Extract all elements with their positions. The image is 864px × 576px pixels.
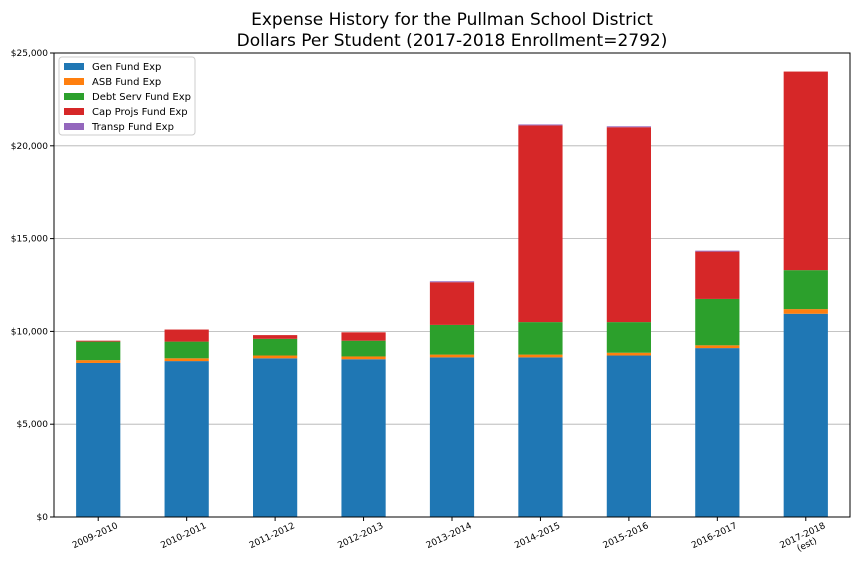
legend: Gen Fund Exp ASB Fund Exp Debt Serv Fund E… — [58, 56, 196, 136]
bar-segment — [518, 322, 563, 355]
bar-segment — [783, 313, 828, 517]
legend-label: Gen Fund Exp — [92, 62, 161, 73]
legend-label: Transp Fund Exp — [91, 122, 174, 133]
legend-label: Debt Serv Fund Exp — [92, 92, 191, 103]
y-tick-label: $5,000 — [17, 420, 49, 430]
x-tick-label: 2016-2017 — [690, 521, 739, 551]
bar-segment — [341, 359, 386, 517]
bars — [76, 71, 828, 517]
bar-segment — [253, 355, 298, 359]
bar-segment — [76, 360, 121, 363]
x-tick-label: 2015-2016 — [602, 521, 651, 551]
legend-label: Cap Projs Fund Exp — [92, 107, 188, 118]
legend-swatch — [64, 93, 84, 100]
bar-segment — [164, 341, 209, 359]
x-tick-label: 2017-2018(est) — [779, 521, 832, 560]
y-tick-label: $20,000 — [11, 142, 48, 152]
legend-swatch — [64, 123, 84, 130]
bar-segment — [164, 361, 209, 517]
legend-swatch — [64, 78, 84, 85]
legend-box — [58, 56, 196, 136]
bar-segment — [341, 332, 386, 341]
bar-segment — [606, 352, 651, 356]
y-tick-label: $15,000 — [11, 235, 48, 245]
bar-segment — [606, 322, 651, 353]
x-tick-label: 2010-2011 — [159, 521, 208, 551]
bar-segment — [164, 358, 209, 362]
chart-title-line1: Expense History for the Pullman School D… — [251, 10, 653, 30]
bar-segment — [695, 250, 740, 252]
bar-segment — [253, 358, 298, 517]
bar-segment — [164, 329, 209, 342]
bar-segment — [518, 124, 563, 126]
bar-segment — [518, 125, 563, 323]
bar-segment — [429, 354, 475, 358]
bar-segment — [429, 357, 475, 517]
x-tick-label: 2011-2012 — [248, 521, 297, 551]
bar-segment — [76, 362, 121, 517]
bar-segment — [783, 309, 828, 314]
bar-segment — [253, 338, 298, 356]
bar-segment — [606, 355, 651, 517]
bar-segment — [429, 281, 475, 283]
bar-segment — [429, 324, 475, 355]
bar-segment — [341, 340, 386, 357]
bar-segment — [695, 298, 740, 346]
bar-segment — [695, 345, 740, 349]
y-tick-label: $25,000 — [11, 49, 48, 59]
legend-swatch — [64, 63, 84, 70]
bar-segment — [341, 356, 386, 360]
bar-segment — [606, 126, 651, 128]
bar-segment — [518, 354, 563, 358]
x-tick-label: 2012-2013 — [336, 521, 385, 551]
x-tick-label: 2014-2015 — [513, 521, 562, 551]
bar-segment — [695, 348, 740, 517]
y-tick-label: $10,000 — [11, 327, 48, 337]
bar-segment — [783, 270, 828, 310]
legend-label: ASB Fund Exp — [92, 77, 161, 88]
y-tick-label: $0 — [37, 513, 49, 523]
x-tick-label: 2009-2010 — [71, 521, 120, 551]
bar-segment — [518, 357, 563, 517]
bar-segment — [253, 335, 298, 339]
bar-segment — [76, 340, 121, 342]
x-tick-label: 2013-2014 — [425, 521, 474, 551]
bar-segment — [606, 127, 651, 323]
bar-segment — [429, 282, 475, 325]
legend-swatch — [64, 108, 84, 115]
bar-segment — [783, 71, 828, 271]
chart-title-line2: Dollars Per Student (2017-2018 Enrollmen… — [237, 31, 668, 51]
bar-segment — [695, 251, 740, 299]
bar-segment — [76, 341, 121, 361]
